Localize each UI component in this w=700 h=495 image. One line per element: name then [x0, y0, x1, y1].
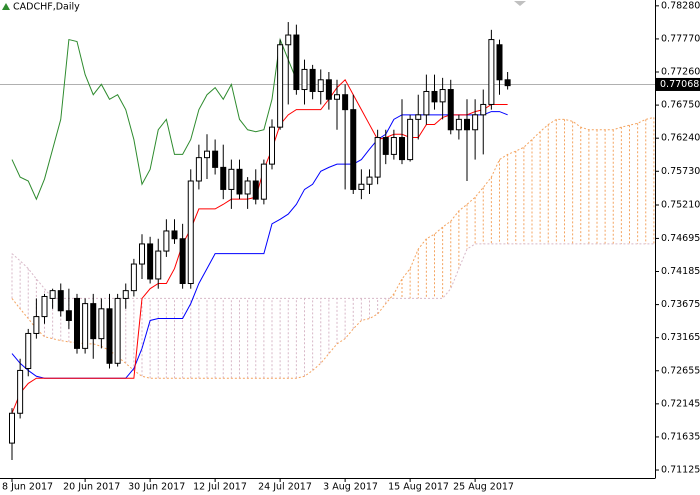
candle-body: [455, 118, 462, 131]
shift-marker: [514, 1, 526, 6]
x-tick-label: 8 Jun 2017: [2, 482, 53, 493]
candle-body: [334, 94, 340, 100]
candle-body: [464, 118, 470, 131]
candle-body: [504, 79, 511, 87]
y-tick-label: 0.77260: [661, 67, 700, 78]
candle-body: [423, 90, 430, 116]
candle-body: [171, 230, 178, 240]
candle-body: [382, 137, 389, 155]
y-tick-label: 0.74185: [661, 266, 700, 277]
candle-body: [488, 39, 495, 105]
x-tick-label: 30 Jun 2017: [128, 482, 185, 493]
y-tick-label: 0.73165: [661, 332, 700, 343]
candle-body: [65, 310, 72, 321]
candle-body: [415, 114, 422, 120]
span-b-line: [11, 243, 654, 299]
candle-body: [301, 68, 308, 91]
candle-body: [496, 44, 503, 81]
candle-body: [147, 243, 154, 280]
candle-body: [472, 114, 479, 131]
x-tick-label: 3 Aug 2017: [323, 482, 378, 493]
y-tick-label: 0.71125: [661, 465, 700, 476]
y-tick-label: 0.78280: [661, 0, 700, 11]
candle-body: [480, 103, 487, 116]
y-tick-label: 0.75730: [661, 166, 700, 177]
candle-body: [82, 303, 89, 349]
tenkan-line: [11, 78, 508, 414]
candle-body: [98, 308, 105, 340]
y-tick-label: 0.72145: [661, 398, 700, 409]
chikou-line: [11, 37, 297, 201]
candle-body: [342, 94, 349, 111]
candle-body: [309, 68, 316, 92]
x-tick-label: 12 Jul 2017: [193, 482, 247, 493]
candle-body: [25, 332, 32, 369]
x-tick-label: 25 Aug 2017: [453, 482, 514, 493]
candle-body: [155, 250, 162, 280]
candle-body: [447, 89, 454, 131]
candle-body: [179, 238, 186, 285]
candle-body: [358, 183, 365, 190]
candle-body: [9, 412, 15, 444]
candle-body: [366, 176, 373, 185]
y-tick-label: 0.73675: [661, 299, 700, 310]
chart-title: CADCHF,Daily: [13, 2, 80, 13]
candle-body: [17, 369, 24, 414]
candle-body: [57, 290, 64, 312]
candle-body: [350, 109, 357, 190]
candle-body: [49, 290, 56, 299]
candle-body: [285, 34, 292, 46]
candle-body: [439, 89, 446, 103]
candle-body: [252, 180, 259, 200]
candle-body: [212, 150, 219, 168]
last-price-label: 0.77068: [660, 79, 699, 90]
candle-body: [114, 297, 121, 364]
y-tick-label: 0.77770: [661, 33, 700, 44]
candle-body: [130, 263, 137, 292]
last-price-box: [656, 77, 700, 91]
y-tick-label: 0.74695: [661, 233, 700, 244]
candle-body: [41, 295, 48, 318]
candle-body: [74, 297, 80, 349]
trend-icon: [2, 3, 10, 10]
candle-body: [122, 290, 129, 299]
x-tick-label: 15 Aug 2017: [388, 482, 449, 493]
candle-body: [236, 168, 243, 195]
x-tick-label: 24 Jul 2017: [258, 482, 312, 493]
candle-body: [228, 168, 235, 190]
candle-body: [244, 180, 251, 195]
candle-body: [269, 126, 275, 165]
candle-body: [431, 90, 438, 103]
candle-body: [390, 137, 397, 155]
candle-body: [187, 180, 194, 285]
candle-body: [399, 137, 405, 161]
x-tick-label: 20 Jun 2017: [63, 482, 120, 493]
candle-body: [139, 243, 145, 265]
y-tick-label: 0.76750: [661, 100, 700, 111]
candle-body: [106, 308, 113, 364]
candle-body: [293, 34, 300, 91]
candle-body: [374, 137, 381, 178]
y-tick-label: 0.75210: [661, 200, 700, 211]
candle-body: [163, 230, 170, 252]
candle-body: [317, 79, 324, 92]
candle-body: [260, 163, 267, 200]
plot-area: [0, 22, 655, 460]
candle-body: [325, 79, 332, 100]
y-tick-label: 0.76240: [661, 133, 700, 144]
candle-body: [90, 303, 97, 340]
candle-body: [204, 150, 210, 159]
y-tick-label: 0.71635: [661, 431, 700, 442]
y-tick-label: 0.72655: [661, 365, 700, 376]
candle-body: [407, 118, 414, 161]
candle-body: [220, 166, 227, 190]
candle-body: [277, 44, 284, 128]
candle-body: [195, 157, 202, 182]
candle-body: [33, 316, 40, 334]
